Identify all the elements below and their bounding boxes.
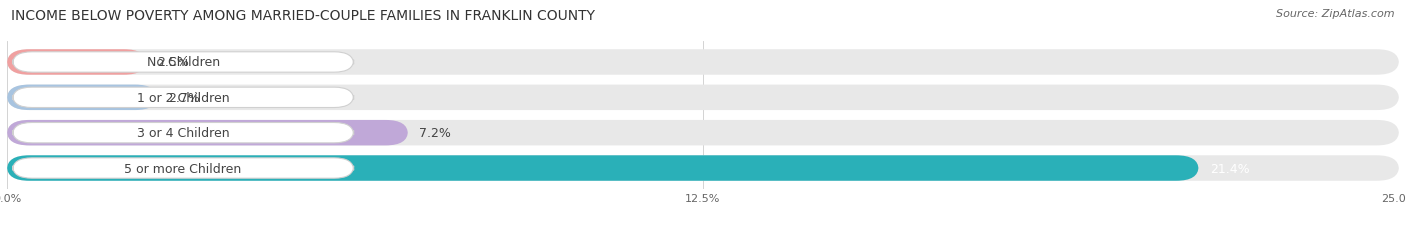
FancyBboxPatch shape xyxy=(13,53,354,73)
FancyBboxPatch shape xyxy=(7,156,1198,181)
FancyBboxPatch shape xyxy=(7,120,408,146)
FancyBboxPatch shape xyxy=(7,50,146,75)
Text: 7.2%: 7.2% xyxy=(419,127,451,140)
Text: 3 or 4 Children: 3 or 4 Children xyxy=(136,127,229,140)
FancyBboxPatch shape xyxy=(7,85,1399,111)
Text: 21.4%: 21.4% xyxy=(1209,162,1250,175)
FancyBboxPatch shape xyxy=(7,85,157,111)
FancyBboxPatch shape xyxy=(7,120,1399,146)
FancyBboxPatch shape xyxy=(13,158,354,178)
Text: 2.5%: 2.5% xyxy=(157,56,190,69)
Text: Source: ZipAtlas.com: Source: ZipAtlas.com xyxy=(1277,9,1395,19)
FancyBboxPatch shape xyxy=(13,88,354,108)
FancyBboxPatch shape xyxy=(7,50,1399,75)
FancyBboxPatch shape xyxy=(7,156,1399,181)
Text: No Children: No Children xyxy=(146,56,219,69)
Text: 5 or more Children: 5 or more Children xyxy=(125,162,242,175)
FancyBboxPatch shape xyxy=(13,123,354,143)
Text: INCOME BELOW POVERTY AMONG MARRIED-COUPLE FAMILIES IN FRANKLIN COUNTY: INCOME BELOW POVERTY AMONG MARRIED-COUPL… xyxy=(11,9,595,23)
Text: 1 or 2 Children: 1 or 2 Children xyxy=(136,91,229,104)
Text: 2.7%: 2.7% xyxy=(169,91,201,104)
